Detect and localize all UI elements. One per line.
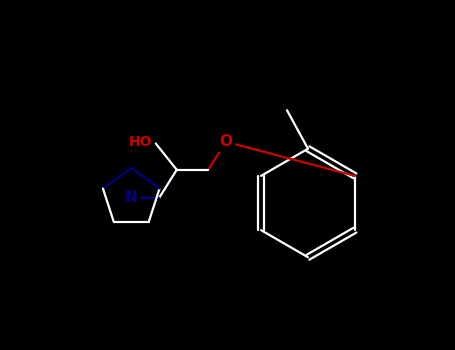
- Text: N: N: [125, 190, 137, 205]
- Text: O: O: [219, 134, 232, 149]
- Text: HO: HO: [129, 135, 152, 149]
